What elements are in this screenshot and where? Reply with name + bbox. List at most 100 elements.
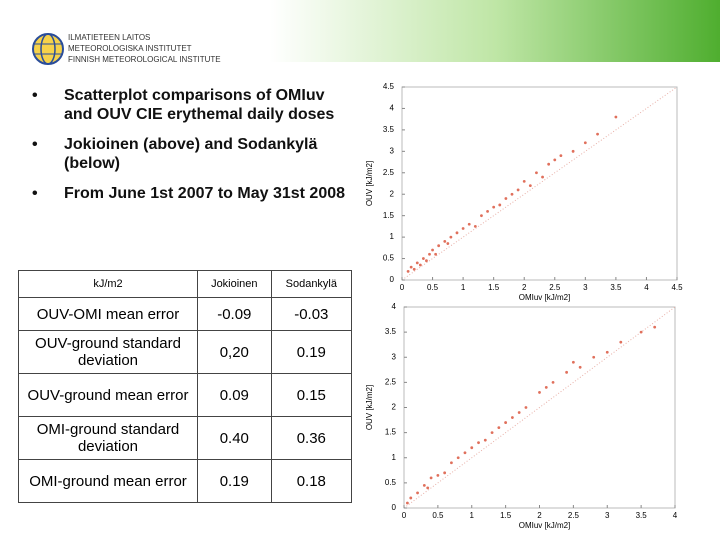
y-tick-label: 0.5	[383, 254, 395, 263]
cell: 0.40	[197, 416, 272, 460]
point	[565, 370, 568, 374]
bullet-list: Scatterplot comparisons of OMIuv and OUV…	[30, 86, 350, 214]
point	[535, 171, 538, 175]
point	[467, 222, 471, 226]
point	[596, 132, 599, 136]
point	[605, 350, 609, 354]
point	[429, 476, 433, 480]
cell: 0.19	[270, 330, 353, 374]
point	[592, 355, 596, 359]
bullet: Scatterplot comparisons of OMIuv and OUV…	[30, 86, 350, 124]
point	[422, 483, 426, 487]
x-tick-label: 2.5	[549, 283, 561, 292]
header-cell: Sodankylä	[270, 270, 353, 298]
x-tick-label: 3.5	[610, 283, 622, 292]
header-cell: kJ/m2	[18, 270, 198, 298]
row: OMI-ground mean error 0.19 0.18	[18, 459, 353, 503]
point	[498, 203, 502, 207]
cell: OUV-OMI mean error	[18, 297, 198, 331]
logo-text: ILMATIETEEN LAITOS	[68, 33, 150, 42]
point	[559, 154, 563, 158]
y-tick-label: 4	[390, 104, 395, 113]
cell: OMI-ground mean error	[18, 459, 198, 503]
point	[480, 214, 483, 218]
y-tick-label: 3.5	[385, 327, 397, 336]
point	[426, 486, 430, 490]
point	[409, 265, 413, 269]
point	[483, 438, 487, 442]
point	[544, 386, 548, 389]
point	[639, 330, 643, 334]
point	[409, 496, 413, 500]
point	[528, 184, 532, 188]
y-tick-label: 4.5	[383, 82, 395, 91]
logo-text: METEOROLOGISKA INSTITUTET	[68, 44, 192, 53]
point	[553, 158, 557, 162]
point	[415, 261, 419, 265]
row: OMI-ground standard deviation 0.40 0.36	[18, 416, 353, 460]
point	[436, 473, 440, 477]
point	[463, 451, 467, 455]
y-tick-label: 0	[390, 275, 395, 284]
y-tick-label: 0	[392, 503, 397, 512]
point	[510, 192, 514, 196]
point	[497, 426, 501, 429]
point	[405, 501, 409, 505]
y-tick-label: 4	[392, 302, 397, 311]
point	[571, 149, 575, 153]
row: OUV-OMI mean error -0.09 -0.03	[18, 297, 353, 331]
row: OUV-ground mean error 0.09 0.15	[18, 373, 353, 417]
plot-frame	[401, 86, 678, 281]
point	[425, 259, 428, 263]
x-tick-label: 3	[583, 283, 588, 292]
one-to-one-line	[401, 86, 678, 281]
point	[490, 431, 494, 435]
x-tick-label: 4.5	[671, 283, 683, 292]
x-tick-label: 1.5	[500, 511, 512, 520]
cell: -0.03	[270, 297, 353, 331]
x-tick-label: 2	[537, 511, 542, 520]
point	[412, 267, 416, 271]
point	[547, 162, 551, 166]
y-tick-label: 2.5	[383, 168, 395, 177]
x-tick-label: 3.5	[636, 511, 648, 520]
y-tick-label: 2	[392, 403, 397, 412]
cell: 0.18	[270, 459, 353, 503]
x-tick-label: 0.5	[427, 283, 439, 292]
x-tick-label: 1.5	[488, 283, 500, 292]
bullet: From June 1st 2007 to May 31st 2008	[30, 184, 350, 203]
y-tick-label: 1	[390, 232, 395, 241]
point	[516, 188, 520, 192]
point	[511, 416, 514, 419]
x-tick-label: 2	[522, 283, 527, 292]
point	[443, 471, 447, 475]
x-tick-label: 0	[402, 511, 407, 520]
logo-text: FINNISH METEOROLOGICAL INSTITUTE	[68, 55, 221, 64]
point	[473, 224, 477, 228]
point	[578, 365, 582, 369]
point	[450, 461, 453, 465]
point	[456, 456, 460, 460]
point	[477, 441, 480, 445]
x-axis-label: OMIuv [kJ/m2]	[519, 521, 571, 530]
y-tick-label: 2.5	[385, 377, 397, 386]
cell: 0.19	[197, 459, 272, 503]
point	[421, 257, 425, 260]
point	[416, 491, 419, 495]
point	[470, 446, 474, 450]
header-cell: Jokioinen	[197, 270, 272, 298]
x-tick-label: 4	[673, 511, 678, 520]
x-tick-label: 1	[470, 511, 475, 520]
logo	[32, 33, 64, 65]
point	[443, 240, 447, 243]
point	[446, 242, 450, 245]
y-tick-label: 1.5	[383, 211, 395, 220]
y-axis-label: OUV [kJ/m2]	[365, 161, 374, 206]
point	[434, 252, 438, 256]
stats-table: kJ/m2 Jokioinen Sodankylä OUV-OMI mean erro…	[18, 270, 353, 503]
point	[486, 209, 489, 213]
x-tick-label: 0	[400, 283, 405, 292]
cell: 0.36	[270, 416, 353, 460]
